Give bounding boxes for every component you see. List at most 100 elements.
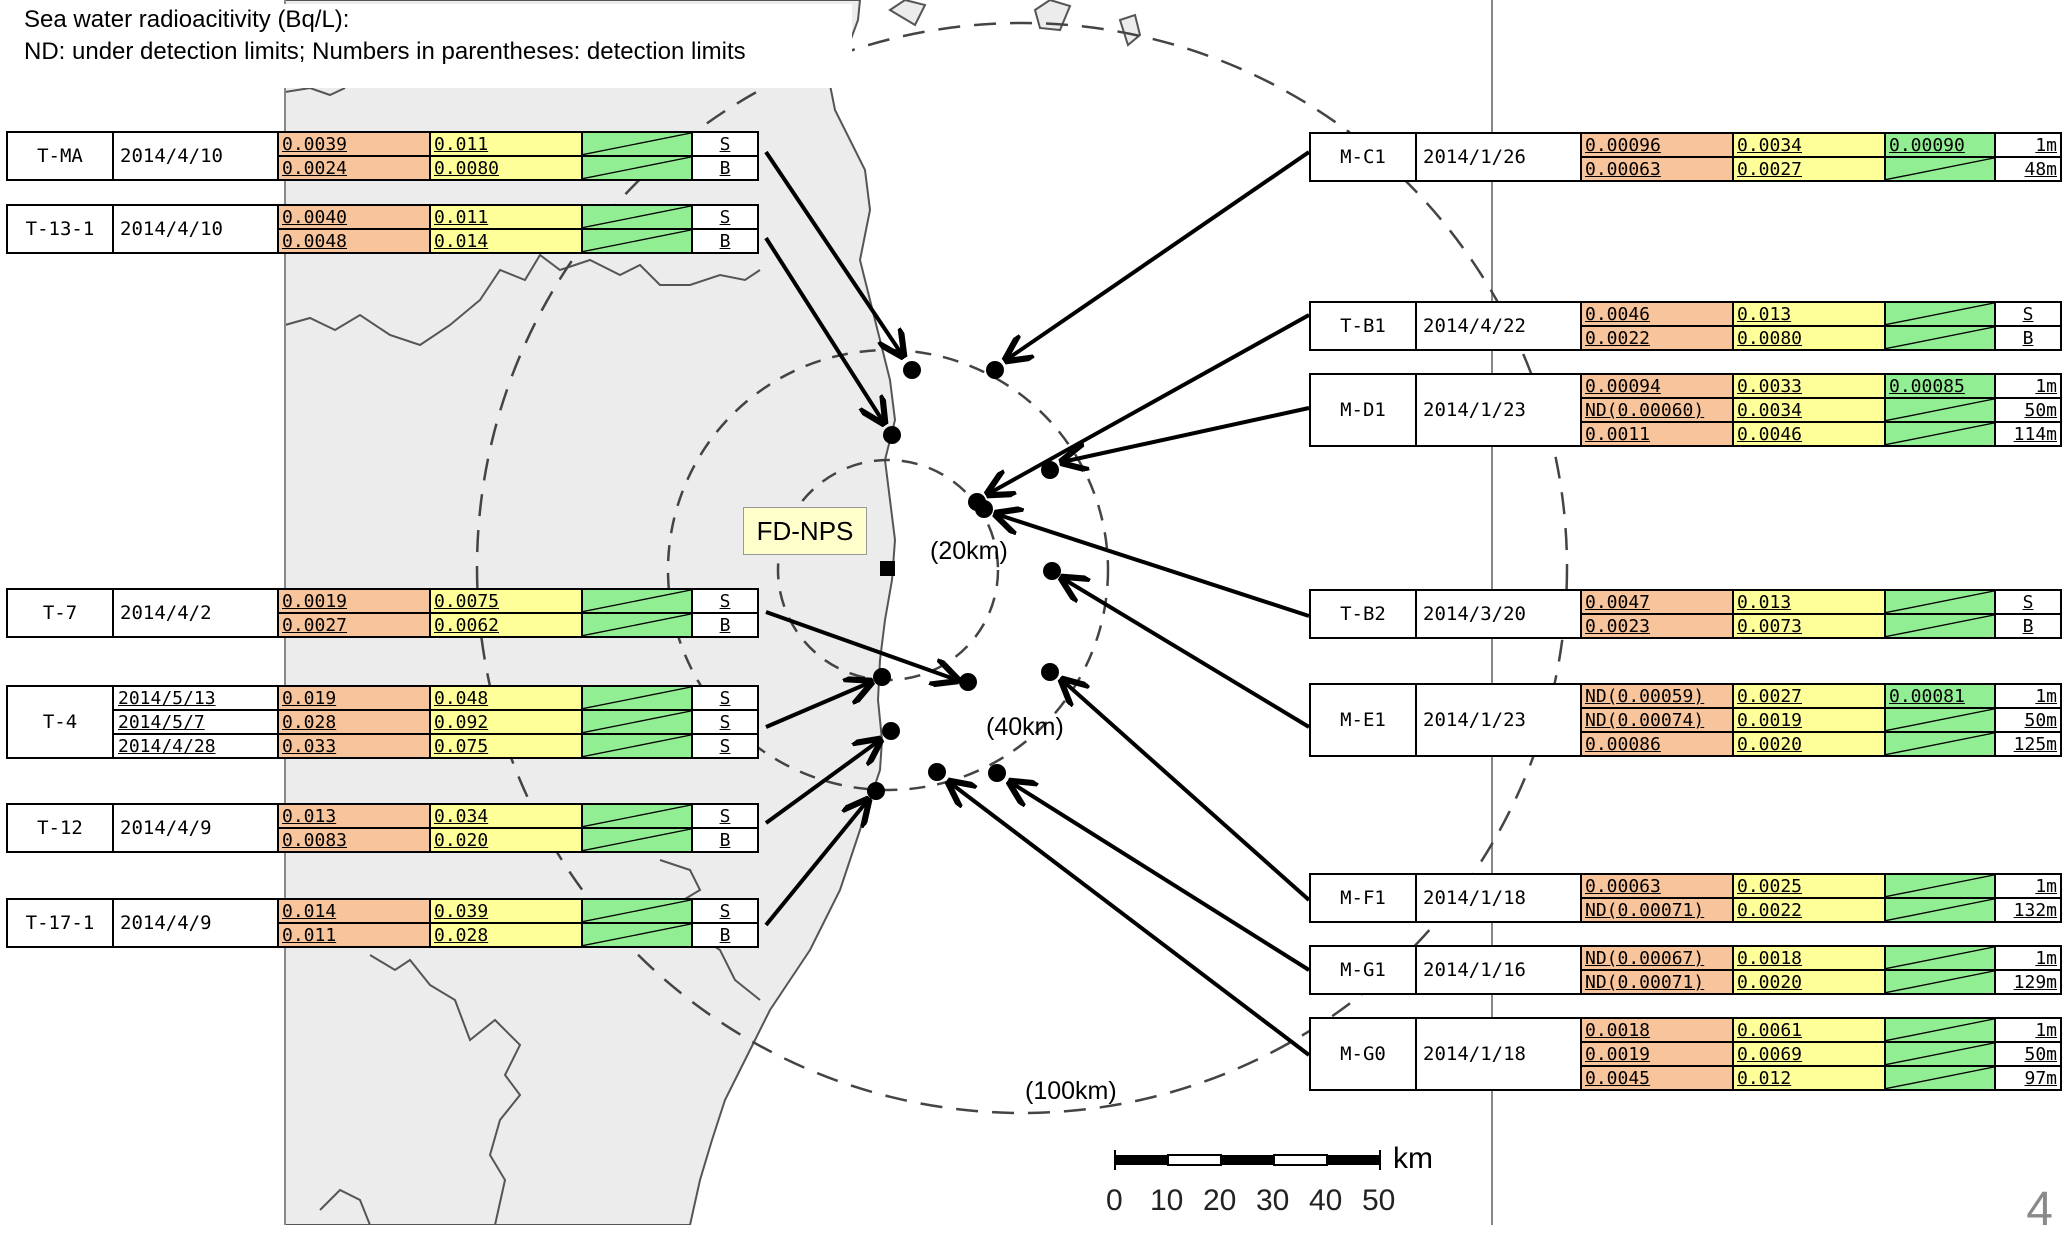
value-col2: 0.0020 [1732,731,1886,757]
sample-depth: 132m [1994,897,2062,923]
dot-t-b2 [975,500,993,518]
station-id: M-E1 [1309,683,1417,757]
station-table-t-13-1: T-13-1 2014/4/10 0.0040 0.011 S 0.0048 0.014 B [6,204,759,254]
dot-t-12 [882,722,900,740]
island [1118,13,1142,47]
station-table-m-g1: M-G1 2014/1/16 ND(0.00067) 0.0018 1m ND(0.000… [1309,945,2062,995]
sample-depth: B [1994,325,2062,351]
arrow-m-f1 [1062,680,1311,902]
sample-depth: S [691,733,759,759]
value-col1: 0.0027 [277,612,431,638]
table-row: ND(0.00060) 0.0034 50m [1310,397,2062,423]
value-col3 [581,131,693,157]
sample-depth: 48m [1994,156,2062,182]
scale-unit: km [1393,1142,1433,1175]
prefecture-border [369,954,522,1225]
value-col1: 0.0023 [1580,613,1734,639]
sample-date: 2014/1/18 [1415,1017,1582,1091]
value-col2: 0.0019 [1732,707,1886,733]
value-col3: 0.00081 [1884,683,1996,709]
value-col3 [1884,969,1996,995]
value-col3 [1884,731,1996,757]
table-row: 0.0023 0.0073 B [1310,613,2062,639]
station-id: T-B1 [1309,301,1417,351]
sample-depth: B [1994,613,2062,639]
table-row: M-F1 2014/1/18 0.00063 0.0025 1m [1309,873,2062,923]
value-col2: 0.012 [1732,1065,1886,1091]
sample-depth: B [691,228,759,254]
table-row: 0.0022 0.0080 B [1310,325,2062,351]
value-col2: 0.0027 [1732,683,1886,709]
table-row: 0.0048 0.014 B [7,228,759,254]
sample-depth: B [691,827,759,853]
sample-date: 2014/3/20 [1415,589,1582,639]
value-col3 [581,204,693,230]
arrow-m-g0 [949,782,1311,1057]
plant-marker [880,561,895,576]
ring-100km [475,21,1569,1115]
arrow-t-17-1 [764,800,868,927]
value-col3 [581,898,693,924]
ring-label-100km: (100km) [1025,1077,1117,1105]
sample-depth: 1m [1994,373,2062,399]
value-col2: 0.011 [429,204,583,230]
legend-header: Sea water radioacitivity (Bq/L): ND: und… [6,4,852,88]
value-col1: 0.0024 [277,155,431,181]
value-col2: 0.0080 [429,155,583,181]
sample-date: 2014/4/10 [112,131,279,181]
prefecture-border [319,1188,371,1225]
value-col2: 0.0073 [1732,613,1886,639]
station-id: M-G1 [1309,945,1417,995]
value-col2: 0.0018 [1732,945,1886,971]
value-col2: 0.0020 [1732,969,1886,995]
island [888,0,927,27]
sample-date: 2014/1/26 [1415,132,1582,182]
table-row: 0.0083 0.020 B [7,827,759,853]
value-col3 [581,588,693,614]
station-table-t-17-1: T-17-1 2014/4/9 0.014 0.039 S 0.011 0.028 B [6,898,759,948]
value-col1: 0.019 [277,685,431,711]
station-table-t-ma: T-MA 2014/4/10 0.0039 0.011 S 0.0024 0.0080 B [6,131,759,181]
dot-m-e1 [1043,562,1061,580]
arrow-t-b1 [988,313,1310,494]
value-col1: 0.0083 [277,827,431,853]
sample-depth: S [691,131,759,157]
value-col1: ND(0.00071) [1580,969,1734,995]
value-col1: 0.028 [277,709,431,735]
value-col2: 0.0075 [429,588,583,614]
value-col3 [581,709,693,735]
table-row: ND(0.00074) 0.0019 50m [1310,707,2062,733]
sample-date: 2014/4/22 [1415,301,1582,351]
table-row: 2014/4/28 0.033 0.075 S [7,733,759,759]
value-col3 [1884,589,1996,615]
sample-depth: 1m [1994,683,2062,709]
page-number: 4 [2026,1183,2053,1236]
value-col1: 0.0011 [1580,421,1734,447]
value-col2: 0.0080 [1732,325,1886,351]
station-id: M-F1 [1309,873,1417,923]
prefecture-border [284,253,761,347]
value-col3 [1884,1065,1996,1091]
table-row: T-13-1 2014/4/10 0.0040 0.011 S [6,204,759,254]
header-line-2: ND: under detection limits; Numbers in p… [24,38,746,65]
value-col1: 0.0048 [277,228,431,254]
value-col1: 0.0019 [277,588,431,614]
value-col3: 0.00090 [1884,132,1996,158]
station-table-t-4: T-4 2014/5/13 0.019 0.048 S 2014/5/7 0.028 0.09… [6,685,759,759]
sample-depth: 1m [1994,945,2062,971]
sample-date: 2014/1/18 [1415,873,1582,923]
table-row: 0.0027 0.0062 B [7,612,759,638]
scale-tick: 40 [1309,1184,1343,1217]
station-id: M-C1 [1309,132,1417,182]
ring-label-20km: (20km) [930,537,1008,565]
table-row: T-B2 2014/3/20 0.0047 0.013 S [1309,589,2062,639]
value-col1: 0.033 [277,733,431,759]
arrow-t-12 [764,740,880,825]
value-col3 [581,922,693,948]
value-col3 [581,685,693,711]
station-table-t-12: T-12 2014/4/9 0.013 0.034 S 0.0083 0.020 B [6,803,759,853]
sample-depth: 50m [1994,397,2062,423]
value-col1: 0.0018 [1580,1017,1734,1043]
value-col3 [1884,397,1996,423]
table-row: M-E1 2014/1/23 ND(0.00059) 0.0027 0.00081 1m [1309,683,2062,757]
